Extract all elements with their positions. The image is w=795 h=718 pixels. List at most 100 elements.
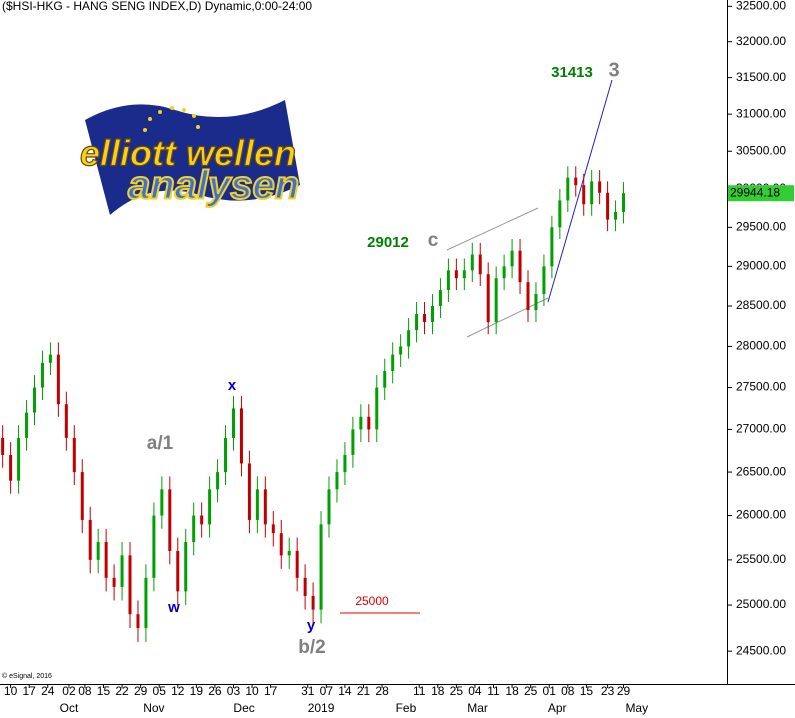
x-tick-label: 10 xyxy=(4,684,18,698)
x-tick-label: 11 xyxy=(413,684,426,698)
month-label: Nov xyxy=(143,701,164,715)
y-tick-label: 30500.00 xyxy=(736,143,786,157)
x-tick-label: 23 xyxy=(601,684,615,698)
candle-body xyxy=(438,290,442,307)
candle-body xyxy=(367,416,371,430)
candle-body xyxy=(287,550,291,556)
y-tick-label: 27000.00 xyxy=(736,422,786,436)
candle-body xyxy=(494,278,498,323)
wave-annotation: c xyxy=(428,230,439,251)
candle-body xyxy=(17,437,21,481)
wave-3-line xyxy=(547,79,613,303)
y-tick-label: 25000.00 xyxy=(736,597,786,611)
x-tick-label: 11 xyxy=(487,684,500,698)
x-tick-label: 15 xyxy=(97,684,111,698)
x-tick-label: 17 xyxy=(264,684,278,698)
candle-body xyxy=(542,266,546,295)
candle-body xyxy=(383,371,387,388)
candle-body xyxy=(255,489,259,520)
candle-body xyxy=(454,270,458,279)
x-tick-label: 17 xyxy=(23,684,37,698)
candle-body xyxy=(56,354,60,405)
x-tick-label: 10 xyxy=(245,684,259,698)
candle-body xyxy=(1,437,5,455)
x-tick-label: 15 xyxy=(580,684,594,698)
x-tick-label: 21 xyxy=(357,684,371,698)
x-tick-label: 25 xyxy=(524,684,538,698)
candle-body xyxy=(359,416,363,430)
candle-body xyxy=(510,250,514,267)
copyright: © eSignal, 2016 xyxy=(2,672,52,680)
y-tick-label: 29000.00 xyxy=(736,259,786,273)
wave-annotation: b/2 xyxy=(298,637,325,658)
candle-body xyxy=(311,595,315,610)
candle-body xyxy=(120,555,124,587)
candle-body xyxy=(64,404,68,438)
candle-body xyxy=(32,387,36,413)
candle-body xyxy=(598,181,602,193)
candle-body xyxy=(335,472,339,490)
month-label: Apr xyxy=(548,701,567,715)
month-label: Dec xyxy=(233,701,254,715)
y-tick-label: 27500.00 xyxy=(736,380,786,394)
candle-body xyxy=(104,542,108,578)
candle-body xyxy=(391,354,395,372)
x-tick-label: 05 xyxy=(153,684,167,698)
candle-body xyxy=(176,550,180,592)
candle-body xyxy=(375,387,379,430)
x-tick-label: 22 xyxy=(115,684,129,698)
candle-body xyxy=(590,181,594,205)
level-label: 25000 xyxy=(355,594,389,608)
x-tick-label: 19 xyxy=(190,684,204,698)
candle-body xyxy=(351,429,355,455)
chart-title: ($HSI-HKG - HANG SENG INDEX,D) Dynamic,0… xyxy=(2,0,312,13)
wave-annotation: x xyxy=(228,377,237,394)
candle-body xyxy=(502,266,506,279)
candle-body xyxy=(128,555,132,615)
candle-body xyxy=(247,463,251,520)
logo: elliott wellen analysen xyxy=(79,100,300,215)
candle-body xyxy=(112,577,116,587)
candle-body xyxy=(200,515,204,525)
y-tick-label: 26000.00 xyxy=(736,508,786,522)
candle-body xyxy=(263,489,267,525)
x-tick-label: 08 xyxy=(561,684,575,698)
y-tick-label: 31500.00 xyxy=(736,70,786,84)
logo-stars xyxy=(143,106,200,132)
x-tick-label: 18 xyxy=(505,684,519,698)
candle-body xyxy=(152,515,156,578)
candle-body xyxy=(526,282,530,311)
candle-body xyxy=(271,524,275,534)
y-tick-label: 28000.00 xyxy=(736,339,786,353)
wave-annotation: 3 xyxy=(608,59,619,81)
candle-body xyxy=(48,354,52,363)
x-tick-label: 25 xyxy=(450,684,464,698)
candle-body xyxy=(566,177,570,201)
x-tick-label: 29 xyxy=(617,684,631,698)
y-tick-label: 31000.00 xyxy=(736,106,786,120)
y-tick-label: 26500.00 xyxy=(736,464,786,478)
candle-body xyxy=(231,408,235,438)
y-tick-label: 29500.00 xyxy=(736,220,786,234)
wave-annotation: 31413 xyxy=(551,64,593,81)
y-tick-label: 28500.00 xyxy=(736,298,786,312)
last-price-label: 29944.18 xyxy=(730,185,780,199)
candle-body xyxy=(343,454,347,473)
candle-body xyxy=(279,533,283,556)
x-tick-label: 14 xyxy=(338,684,352,698)
x-tick-label: 01 xyxy=(543,684,557,698)
candle-body xyxy=(614,211,618,220)
candle-body xyxy=(534,294,538,311)
candle-body xyxy=(462,270,466,279)
candle-body xyxy=(518,250,522,283)
candle-body xyxy=(327,489,331,525)
x-tick-label: 26 xyxy=(208,684,222,698)
candle-body xyxy=(558,200,562,228)
month-label: 2019 xyxy=(308,701,335,715)
x-tick-label: 29 xyxy=(134,684,148,698)
candle-body xyxy=(295,550,299,578)
candle-body xyxy=(407,330,411,347)
channel-upper xyxy=(446,207,539,251)
x-tick-label: 07 xyxy=(320,684,334,698)
